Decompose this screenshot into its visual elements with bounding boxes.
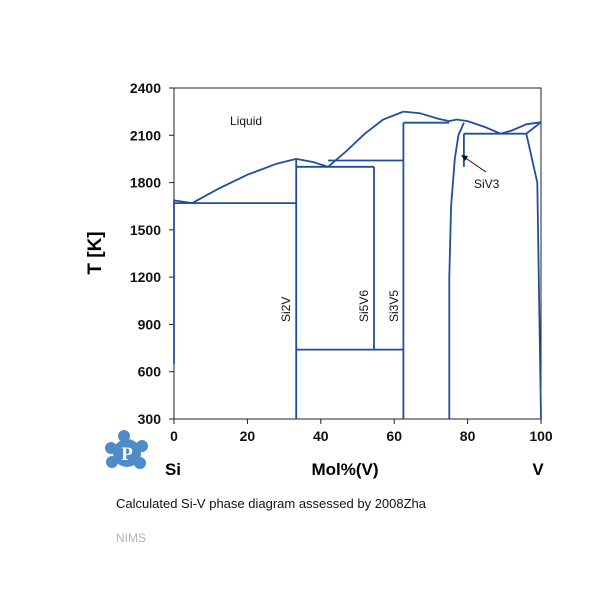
x-tick-label: 100 [529,428,553,444]
phase-line-liquidus-v [500,121,542,135]
logo-letter: P [121,444,133,465]
phase-line-v-solvus [525,133,542,420]
y-tick-label: 600 [138,364,162,380]
phase-line-liquidus-si2v-right [296,158,329,168]
phase-line-siv3-left-boundary [448,122,465,419]
phase-line-liquidus-siv3-right [467,120,501,135]
y-tick-label: 1500 [130,222,161,238]
x-tick-label: 40 [313,428,329,444]
cpddb-logo: P [105,430,148,469]
phase-boundaries [173,110,542,420]
x-tick-label: 60 [386,428,402,444]
phase-line-v-liquidus-edge [525,121,542,135]
liquid-label: Liquid [230,114,262,128]
x-tick-label: 20 [240,428,256,444]
x-tick-label: 80 [460,428,476,444]
y-tick-label: 300 [138,411,162,427]
y-axis-title: T [K] [85,231,106,274]
si5v6-label: Si5V6 [357,290,371,322]
source-label: NIMS [116,531,146,545]
phase-line-liquidus-si3v5-left [327,110,404,168]
siv3-leader-line [463,156,487,173]
y-tick-label: 2400 [130,80,161,96]
plot-frame [173,87,542,420]
y-tick-label: 1200 [130,269,161,285]
phase-line-liquidus-si2v-left [191,158,297,204]
x-tick-label: 0 [170,428,178,444]
si3v5-label: Si3V5 [387,290,401,322]
si-end-label: Si [165,460,181,479]
siv3-arrowhead [461,155,468,161]
si2v-label: Si2V [279,297,293,322]
x-axis-title: Mol%(V) [311,460,378,479]
y-tick-label: 900 [138,316,162,332]
phase-line-liquidus-siv3-left [449,118,468,122]
phase-line-liquidus-si3v5-right [403,110,450,122]
v-end-label: V [532,460,544,479]
y-tick-label: 1800 [130,175,161,191]
siv3-label: SiV3 [474,177,500,191]
x-axis-ticks: 0 20 40 60 80 100 [170,419,553,444]
y-tick-label: 2100 [130,127,161,143]
diagram-caption: Calculated Si-V phase diagram assessed b… [116,496,427,511]
y-axis-ticks: 300 600 900 1200 1500 1800 2100 2400 [130,80,174,427]
